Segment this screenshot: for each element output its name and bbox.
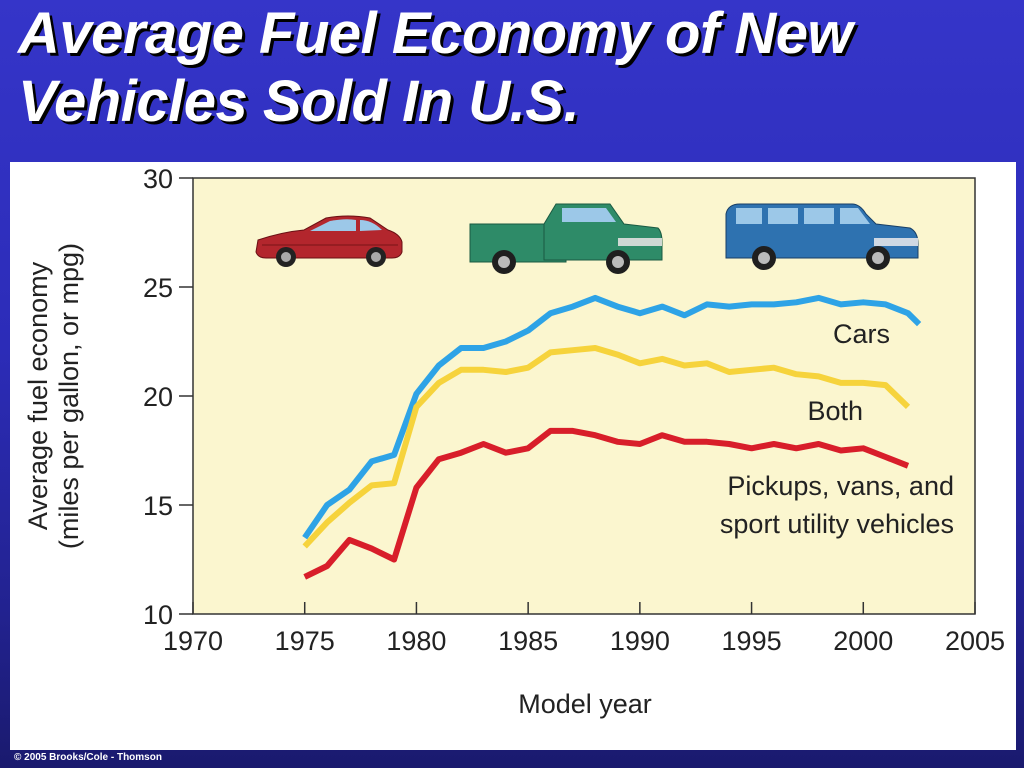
suv-icon [725,203,919,270]
title-line-2: Vehicles Sold In U.S. [18,69,580,134]
x-tick-label: 2005 [945,626,1005,656]
x-axis-label: Model year [518,689,652,719]
slide-title: Average Fuel Economy of New Vehicles Sol… [18,0,978,136]
y-tick-label: 15 [143,491,173,521]
series-label-trucks-line-2: sport utility vehicles [720,509,954,539]
y-tick-label: 20 [143,382,173,412]
series-label-cars: Cars [833,319,890,349]
x-tick-label: 1990 [610,626,670,656]
sedan-car-icon [255,215,403,267]
x-tick-label: 1985 [498,626,558,656]
y-tick-label: 25 [143,273,173,303]
y-axis-title: Average fuel economy (miles per gallon, … [23,243,84,549]
axis-ticks: 10 15 20 25 30 1970 1975 1980 1985 1990 1995 2000 20… [143,164,1005,656]
series-line-trucks [303,427,910,580]
x-tick-label: 1995 [722,626,782,656]
x-tick-label: 1970 [163,626,223,656]
y-axis-label-line-2: (miles per gallon, or mpg) [54,243,84,549]
series-line-both [302,345,911,549]
y-tick-label: 10 [143,600,173,630]
pickup-truck-icon [469,203,663,274]
fuel-economy-chart: Average fuel economy (miles per gallon, … [23,164,1005,719]
series-label-both: Both [807,396,863,426]
x-tick-label: 1980 [386,626,446,656]
series-line-cars [302,294,922,540]
x-tick-label: 2000 [833,626,893,656]
y-axis-label-line-1: Average fuel economy [23,261,53,530]
chart-panel: Average fuel economy (miles per gallon, … [10,162,1016,750]
title-line-1: Average Fuel Economy of New [18,1,853,66]
x-tick-label: 1975 [275,626,335,656]
series-lines [302,294,922,580]
series-label-trucks-line-1: Pickups, vans, and [727,471,954,501]
copyright-notice: © 2005 Brooks/Cole - Thomson [14,752,162,763]
y-tick-label: 30 [143,164,173,194]
